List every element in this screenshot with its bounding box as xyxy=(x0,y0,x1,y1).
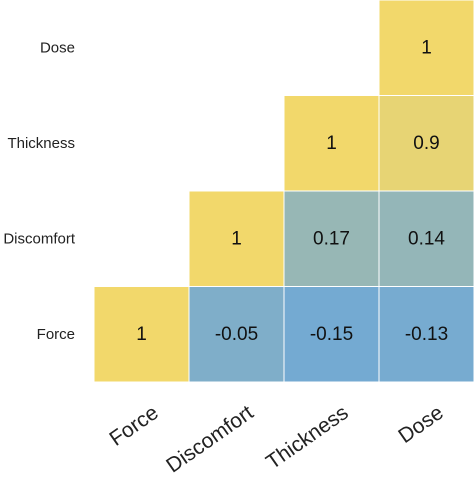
row-label-thickness: Thickness xyxy=(7,135,75,152)
row-labels: Dose Thickness Discomfort Force xyxy=(3,39,76,343)
cell-value-label: -0.13 xyxy=(405,324,448,345)
row-label-dose: Dose xyxy=(40,39,75,56)
cell-value-label: 0.9 xyxy=(413,133,439,154)
cell-value-label: 0.17 xyxy=(313,228,350,249)
heatmap-cell xyxy=(93,286,190,383)
heatmap-cell xyxy=(378,286,474,383)
heatmap-cell xyxy=(188,190,285,287)
column-label-discomfort: Discomfort xyxy=(162,401,258,477)
column-labels: Force Discomfort Thickness Dose xyxy=(105,401,447,477)
heatmap-cell xyxy=(378,0,474,96)
heatmap-cell xyxy=(283,286,380,383)
column-label-dose: Dose xyxy=(394,401,447,448)
row-label-force: Force xyxy=(37,326,75,343)
heatmap-cell xyxy=(283,95,380,192)
heatmap-cell xyxy=(378,95,474,192)
column-label-force: Force xyxy=(105,401,162,451)
cell-value-label: 1 xyxy=(421,37,432,58)
cell-value-label: -0.15 xyxy=(310,324,353,345)
cell-value-label: -0.05 xyxy=(215,324,258,345)
cell-value-label: 1 xyxy=(231,228,242,249)
column-label-thickness: Thickness xyxy=(262,401,353,474)
heatmap-cell xyxy=(188,286,285,383)
heatmap-cell xyxy=(283,190,380,287)
cell-value-label: 1 xyxy=(136,324,147,345)
cell-value-label: 0.14 xyxy=(408,228,445,249)
cell-value-label: 1 xyxy=(326,133,337,154)
heatmap-cells: 1 1 0.9 1 0.17 0.14 1 -0.05 -0.15 -0.13 xyxy=(93,0,474,383)
row-label-discomfort: Discomfort xyxy=(3,230,76,247)
